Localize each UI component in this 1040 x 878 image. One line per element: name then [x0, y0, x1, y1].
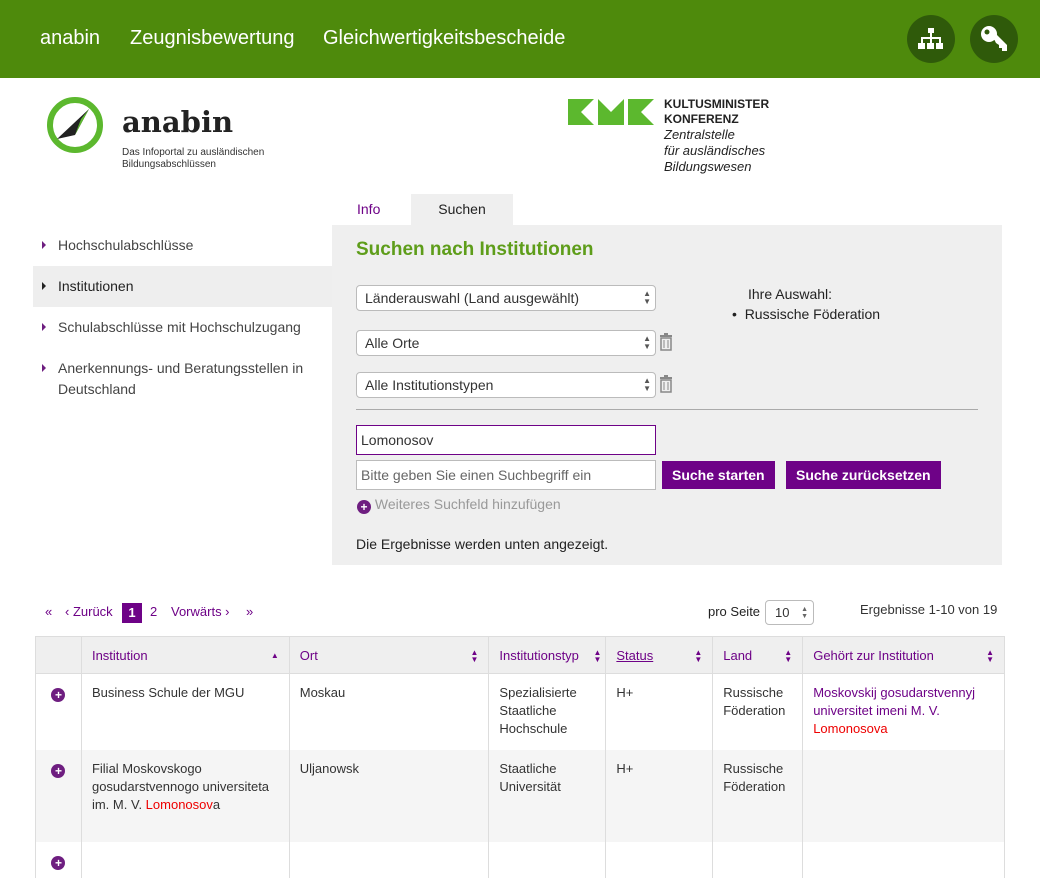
nav-zeugnisbewertung[interactable]: Zeugnisbewertung	[130, 27, 295, 49]
sidebar-item-hochschulabschluesse[interactable]: Hochschulabschlüsse	[33, 225, 332, 266]
selection-label: Ihre Auswahl:	[748, 286, 833, 302]
cell-land: Russische Föderation	[712, 673, 804, 750]
tab-info[interactable]: Info	[357, 201, 381, 217]
sitemap-icon	[918, 28, 943, 49]
add-search-field-link[interactable]: + Weiteres Suchfeld hinzufügen	[357, 496, 561, 514]
kmk-name: KULTUSMINISTER KONFERENZ	[664, 97, 770, 126]
trash-icon-type[interactable]	[659, 375, 673, 393]
sidebar-item-label: Anerkennungs- und Beratungsstellen in De…	[58, 360, 304, 397]
column-header-institutionstyp[interactable]: Institutionstyp ▲ ▼	[488, 636, 607, 674]
nav-gleichwertigkeitsbescheide[interactable]: Gleichwertigkeitsbescheide	[323, 27, 566, 49]
select-arrows-icon: ▲ ▼	[643, 334, 651, 351]
results-note: Die Ergebnisse werden unten angezeigt.	[356, 536, 609, 552]
sitemap-button[interactable]	[907, 15, 955, 63]
plus-circle-icon: +	[357, 500, 371, 514]
key-icon	[981, 26, 1007, 51]
selection-item: • Russische Föderation	[732, 306, 881, 322]
start-search-button[interactable]: Suche starten	[662, 461, 775, 489]
logo-tagline: Das Infoportal zu ausländischen Bildungsa…	[122, 147, 265, 170]
per-page-select[interactable]: 10 ▲ ▼	[765, 600, 814, 625]
select-arrows-icon: ▲ ▼	[643, 376, 651, 393]
results-table: Institution ▲ Ort ▲ ▼ Institutionstyp ▲ ▼ Sta…	[35, 636, 1005, 878]
expand-row-icon[interactable]: +	[51, 855, 66, 870]
sidebar-item-label: Hochschulabschlüsse	[58, 237, 194, 253]
sort-icon: ▲ ▼	[593, 648, 602, 664]
kmk-mark-icon	[568, 99, 654, 125]
column-header-institution[interactable]: Institution ▲	[80, 636, 290, 674]
sort-icon: ▲ ▼	[784, 648, 793, 664]
sort-asc-icon: ▲	[270, 651, 279, 660]
next-page-link[interactable]: Vorwärts ›	[171, 604, 230, 619]
search-panel: Suchen nach Institutionen Länderauswahl …	[332, 225, 1002, 565]
parent-institution-link[interactable]: Moskovskij gosudarstvennyj universitet i…	[813, 685, 976, 736]
sort-icon: ▲ ▼	[470, 648, 479, 664]
cell-ort: Uljanowsk	[288, 749, 490, 842]
cell-typ: Spezialisierte Staatliche Hochschule	[488, 673, 607, 750]
cell-institution: Filial Moskovskogo gosudarstvennogo univ…	[80, 749, 290, 842]
select-arrows-icon: ▲ ▼	[801, 606, 808, 620]
arrow-icon	[42, 323, 46, 331]
column-header-gehoert-zur-institution[interactable]: Gehört zur Institution ▲ ▼	[802, 636, 1005, 674]
arrow-icon	[42, 241, 46, 249]
first-page-link[interactable]: «	[45, 604, 53, 619]
trash-icon-place[interactable]	[659, 333, 673, 351]
sidebar-item-schulabschluesse[interactable]: Schulabschlüsse mit Hochschulzugang	[33, 307, 332, 348]
divider	[356, 409, 978, 410]
cell-status: H+	[605, 749, 714, 842]
selection-summary: Ihre Auswahl: • Russische Föderation	[732, 284, 880, 324]
cell-ort: Moskau	[288, 673, 490, 750]
kmk-subtitle: Zentralstelle für ausländisches Bildungswe…	[664, 127, 766, 174]
tab-suchen[interactable]: Suchen	[411, 194, 513, 225]
search-title: Suchen nach Institutionen	[356, 239, 594, 260]
search-term-input[interactable]: Lomonosov	[356, 425, 656, 455]
cell-status: H+	[605, 673, 714, 750]
sort-icon: ▲ ▼	[694, 648, 703, 664]
sort-icon: ▲ ▼	[986, 648, 994, 664]
sidebar-item-label: Institutionen	[58, 278, 134, 294]
top-navigation-bar: anabin Zeugnisbewertung Gleichwertigkeit…	[0, 0, 1040, 78]
country-select[interactable]: Länderauswahl (Land ausgewählt) ▲ ▼	[356, 285, 656, 311]
column-header-land[interactable]: Land ▲ ▼	[712, 636, 804, 674]
page-2-link[interactable]: 2	[150, 604, 158, 619]
institution-type-select[interactable]: Alle Institutionstypen ▲ ▼	[356, 372, 656, 398]
table-header-row: Institution ▲ Ort ▲ ▼ Institutionstyp ▲ ▼ Sta…	[35, 636, 1005, 674]
prev-page-link[interactable]: ‹ Zurück	[65, 604, 113, 619]
last-page-link[interactable]: »	[246, 604, 254, 619]
cell-typ: Staatliche Universität	[488, 749, 607, 842]
expand-row-icon[interactable]: +	[51, 688, 66, 702]
expand-column-header	[35, 636, 82, 674]
cell-parent	[802, 749, 1005, 842]
expand-row-icon[interactable]: +	[51, 763, 66, 778]
reset-search-button[interactable]: Suche zurücksetzen	[786, 461, 941, 489]
login-button[interactable]	[970, 15, 1018, 63]
cell-land: Russische Föderation	[712, 749, 804, 842]
results-count: Ergebnisse 1-10 von 19	[860, 602, 998, 617]
logo-wordmark: anabin	[122, 105, 234, 139]
sidebar: Hochschulabschlüsse Institutionen Schula…	[33, 225, 332, 410]
cell-institution: Business Schule der MGU	[80, 673, 290, 750]
sidebar-item-label: Schulabschlüsse mit Hochschulzugang	[58, 319, 301, 335]
compass-logo-icon	[47, 97, 103, 153]
anabin-logo[interactable]: anabin Das Infoportal zu ausländischen Bi…	[45, 97, 264, 170]
nav-anabin[interactable]: anabin	[40, 27, 101, 49]
column-header-ort[interactable]: Ort ▲ ▼	[288, 636, 490, 674]
table-row: + Business Schule der MGU Moskau Spezial…	[35, 673, 1005, 750]
search-term-input-2[interactable]: Bitte geben Sie einen Suchbegriff ein	[356, 460, 656, 490]
per-page-label: pro Seite	[708, 604, 761, 619]
sidebar-item-institutionen[interactable]: Institutionen	[33, 266, 332, 307]
arrow-icon	[42, 282, 46, 290]
place-select[interactable]: Alle Orte ▲ ▼	[356, 330, 656, 356]
cell-parent: Moskovskij gosudarstvennyj universitet i…	[802, 673, 1005, 750]
column-header-status[interactable]: Status ▲ ▼	[605, 636, 714, 674]
page-1-link[interactable]: 1	[122, 603, 142, 623]
table-row: +	[35, 841, 1005, 878]
sidebar-item-anerkennungsstellen[interactable]: Anerkennungs- und Beratungsstellen in De…	[33, 348, 332, 410]
table-row: + Filial Moskovskogo gosudarstvennogo un…	[35, 749, 1005, 842]
select-arrows-icon: ▲ ▼	[643, 289, 651, 306]
arrow-icon	[42, 364, 46, 372]
